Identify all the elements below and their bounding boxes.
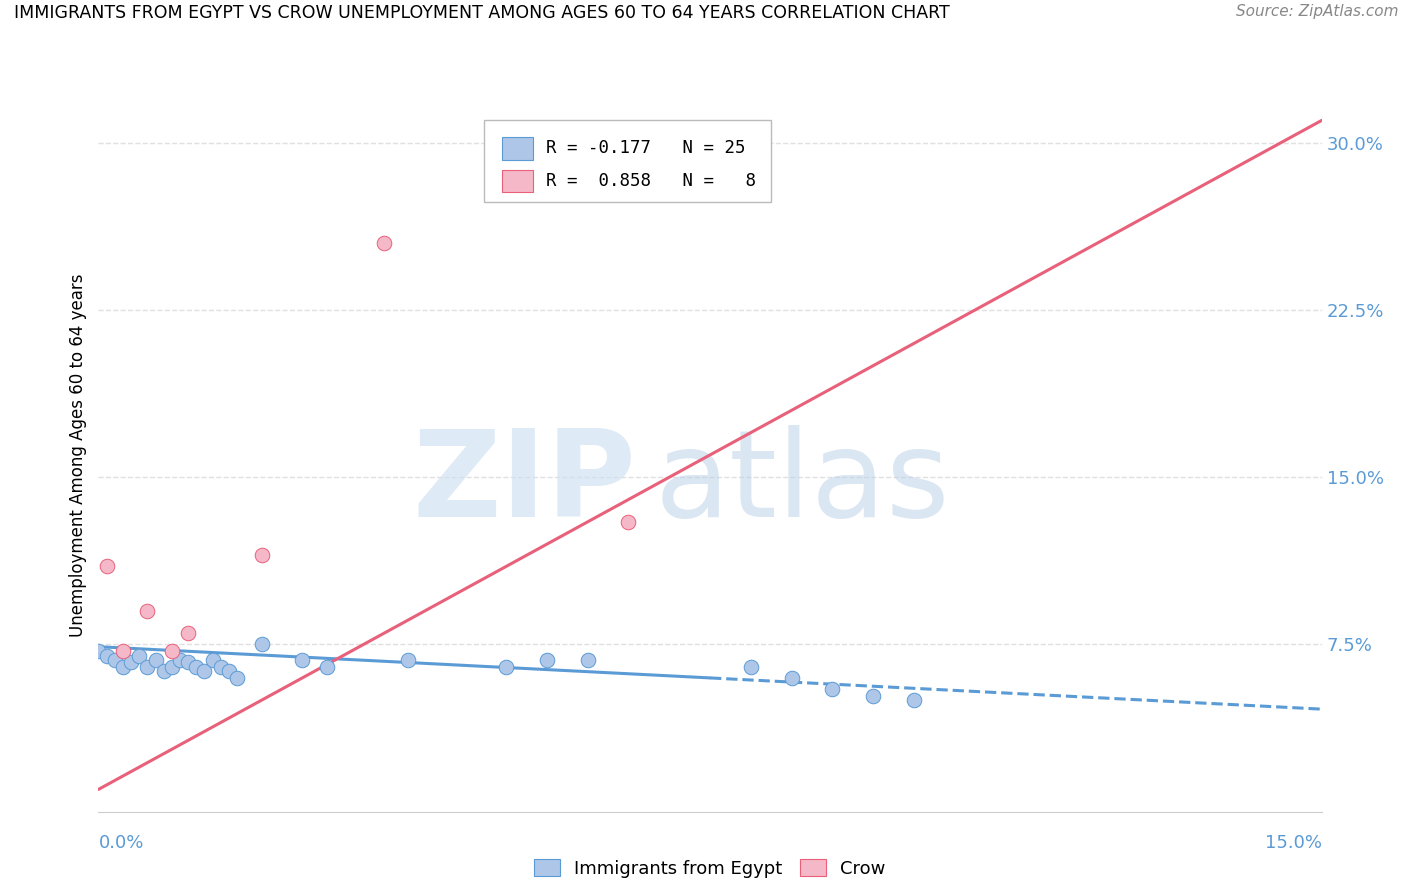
Point [862, 689, 884, 703]
Point [177, 626, 200, 640]
Point [536, 653, 558, 667]
Point [396, 653, 419, 667]
Point [96, 559, 118, 574]
Point [96, 648, 118, 663]
Text: R =  0.858   N =   8: R = 0.858 N = 8 [546, 172, 755, 190]
Point [128, 648, 150, 663]
Point [617, 515, 640, 529]
Text: atlas: atlas [655, 425, 950, 542]
Bar [502, 136, 533, 160]
Point [209, 660, 232, 674]
Point [111, 644, 134, 658]
Point [903, 693, 925, 707]
Point [136, 660, 159, 674]
Point [495, 660, 517, 674]
Point [104, 653, 127, 667]
Point [226, 671, 249, 685]
Text: R = -0.177   N = 25: R = -0.177 N = 25 [546, 139, 745, 157]
Point [87, 644, 110, 658]
Point [201, 653, 224, 667]
Point [218, 664, 240, 678]
Point [821, 681, 844, 696]
Point [373, 236, 395, 251]
Point [177, 655, 200, 669]
Point [193, 664, 215, 678]
Point [576, 653, 599, 667]
Point [120, 655, 142, 669]
Point [160, 644, 183, 658]
Y-axis label: Unemployment Among Ages 60 to 64 years: Unemployment Among Ages 60 to 64 years [69, 273, 87, 637]
Point [136, 604, 159, 618]
Point [111, 660, 134, 674]
Point [250, 548, 273, 563]
Point [315, 660, 337, 674]
Point [740, 660, 762, 674]
Point [169, 653, 191, 667]
Text: ZIP: ZIP [413, 425, 637, 542]
Point [780, 671, 803, 685]
Point [186, 660, 208, 674]
Point [152, 664, 174, 678]
Bar [502, 169, 533, 193]
Text: IMMIGRANTS FROM EGYPT VS CROW UNEMPLOYMENT AMONG AGES 60 TO 64 YEARS CORRELATION: IMMIGRANTS FROM EGYPT VS CROW UNEMPLOYME… [14, 4, 950, 22]
Text: 15.0%: 15.0% [1264, 834, 1322, 852]
Text: 0.0%: 0.0% [98, 834, 143, 852]
Point [250, 637, 273, 651]
Legend: Immigrants from Egypt, Crow: Immigrants from Egypt, Crow [527, 852, 893, 885]
FancyBboxPatch shape [484, 120, 772, 202]
Text: Source: ZipAtlas.com: Source: ZipAtlas.com [1236, 4, 1399, 20]
Point [145, 653, 167, 667]
Point [291, 653, 314, 667]
Point [160, 660, 183, 674]
